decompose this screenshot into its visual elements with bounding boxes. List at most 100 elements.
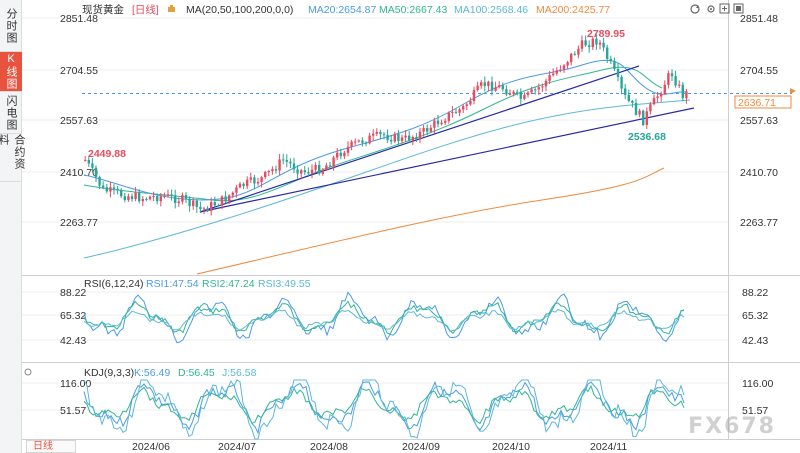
candle-body [102, 185, 105, 188]
candle-body [192, 200, 195, 206]
candle-body [177, 201, 180, 204]
gear-icon[interactable] [707, 5, 715, 13]
candle-body [159, 196, 162, 202]
candle-body [541, 86, 544, 88]
rsi-tick: 88.22 [742, 287, 768, 299]
candle-body [501, 85, 504, 90]
candle-body [220, 196, 224, 206]
candle-body [505, 89, 508, 95]
candle-body [372, 133, 375, 136]
candle-body [249, 177, 252, 180]
candle-body [84, 159, 87, 161]
candle-body [397, 133, 400, 142]
candle-body [231, 192, 234, 196]
ma100-value: MA100:2568.46 [454, 4, 528, 16]
kdj-j-value: J:56.58 [222, 367, 257, 379]
candle-body [379, 131, 382, 135]
tab-flash-chart[interactable]: 闪电图 [0, 92, 22, 134]
candle-body [253, 177, 256, 184]
candle-body [292, 163, 296, 170]
candle-body [120, 190, 123, 197]
candle-body [490, 81, 494, 91]
refresh-icon[interactable] [690, 4, 700, 14]
candle-body [339, 152, 342, 157]
zoom-in-icon[interactable] [719, 3, 730, 14]
candle-body [609, 58, 612, 62]
candle-body [228, 195, 231, 202]
candle-body [667, 73, 670, 85]
candle-body [642, 110, 645, 125]
candle-body [300, 170, 303, 174]
price-tick-left: 2263.77 [60, 217, 98, 229]
candle-body [256, 181, 260, 184]
period-tab-daily[interactable]: 日线 [26, 440, 76, 453]
candle-body [382, 134, 386, 136]
rsi-tick: 42.43 [60, 335, 86, 347]
candle-body [411, 137, 414, 141]
candle-body [264, 172, 267, 178]
candle-body [199, 206, 202, 210]
candle-body [278, 159, 281, 171]
candle-body [134, 192, 137, 200]
tab-kline-chart[interactable]: K线图 [0, 52, 22, 92]
candle-body [314, 165, 317, 170]
candle-body [145, 198, 148, 200]
kdj-k-line [83, 380, 685, 435]
candle-body [534, 89, 537, 91]
candle-body [170, 194, 173, 196]
candle-body [584, 40, 587, 46]
tab-time-chart[interactable]: 分时图 [0, 0, 22, 52]
gold-bar-icon [168, 5, 175, 12]
settings-icon-kdj[interactable] [24, 368, 32, 376]
candle-body [465, 104, 468, 107]
candle-body [310, 169, 314, 174]
candle-body [166, 194, 170, 196]
low-annotation: 2536.68 [628, 131, 666, 143]
candle-body [436, 120, 440, 125]
candle-body [112, 187, 116, 189]
candle-body [480, 82, 483, 86]
candle-body [498, 85, 501, 88]
candle-body [400, 137, 404, 142]
high-annotation: 2789.95 [587, 28, 625, 40]
candle-body [483, 82, 486, 87]
candle-body [631, 100, 634, 103]
price-tick-left: 2851.48 [60, 13, 98, 25]
candle-body [494, 87, 497, 91]
price-tick-left: 2704.55 [60, 65, 98, 77]
main-legend: 现货黄金 [日线] MA(20,50,100,200,0,0) MA20:265… [82, 3, 610, 16]
candle-body [318, 165, 321, 174]
candle-body [613, 61, 616, 69]
candle-body [375, 131, 378, 134]
candle-body [188, 198, 191, 206]
candle-body [328, 165, 332, 167]
price-arrow-icon [790, 88, 796, 94]
candle-body [242, 183, 245, 187]
candle-body [260, 177, 263, 182]
fullscreen-icon[interactable] [733, 3, 744, 14]
period-label: [日线] [132, 3, 159, 16]
tab-contract-info[interactable]: 合约资料 [0, 134, 25, 182]
candle-body [141, 198, 144, 202]
candle-body [271, 169, 274, 172]
candle-body [332, 157, 335, 167]
candle-body [433, 120, 436, 128]
chart-area[interactable]: 现货黄金 [日线] MA(20,50,100,200,0,0) MA20:265… [22, 0, 800, 453]
ma-params: MA(20,50,100,200,0,0) [186, 4, 293, 16]
candle-body [213, 201, 216, 206]
candle-body [238, 183, 242, 188]
ma20-line [83, 59, 688, 201]
candle-body [325, 165, 328, 170]
rsi-axis: 88.22 65.32 42.43 88.22 65.32 42.43 [60, 287, 768, 347]
left-high-annotation: 2449.88 [88, 148, 126, 160]
candle-body [87, 159, 90, 164]
candlesticks [84, 34, 688, 216]
candle-body [555, 70, 558, 74]
kdj-tick: 116.00 [60, 378, 91, 390]
price-tick-left: 2557.63 [60, 115, 98, 127]
candle-body [343, 152, 346, 157]
ma50-line [83, 66, 663, 202]
candle-body [364, 142, 368, 144]
candle-body [508, 93, 512, 95]
candle-body [429, 127, 432, 132]
